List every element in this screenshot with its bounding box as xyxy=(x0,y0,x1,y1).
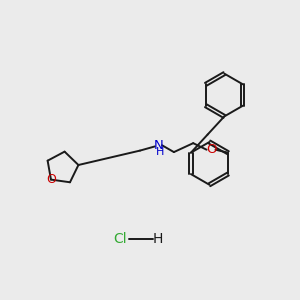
Text: H: H xyxy=(156,147,164,158)
Text: Cl: Cl xyxy=(113,232,127,246)
Text: N: N xyxy=(154,139,163,152)
Text: H: H xyxy=(152,232,163,246)
Text: O: O xyxy=(46,173,56,186)
Text: O: O xyxy=(206,143,217,156)
